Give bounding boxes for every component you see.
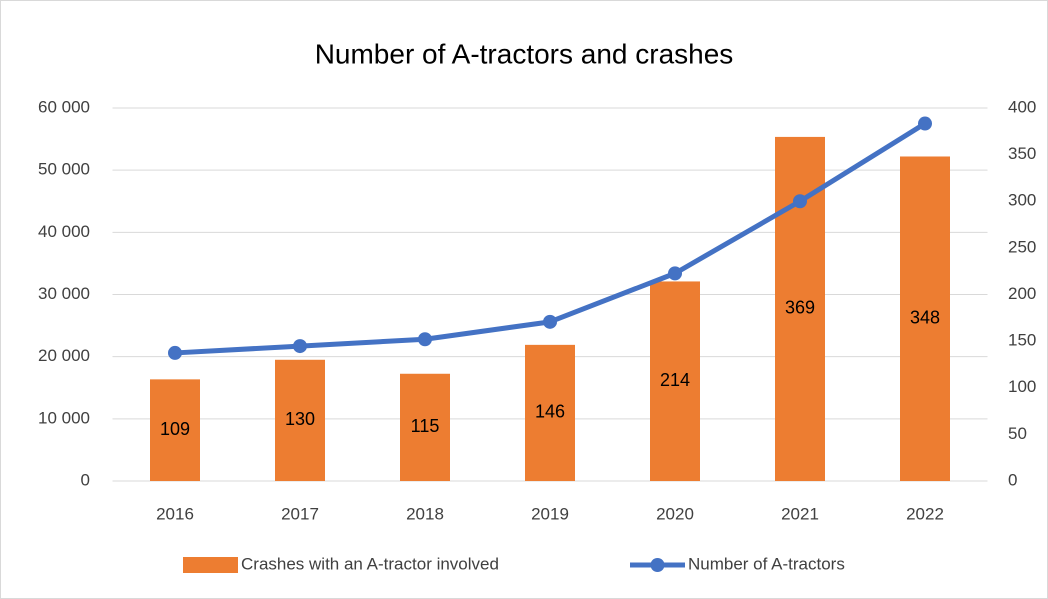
x-tick-label: 2021 [781,504,819,523]
y-tick-label: 10 000 [38,408,90,427]
y2-tick-label: 400 [1008,97,1036,116]
y2-tick-label: 50 [1008,424,1027,443]
bar [900,156,950,482]
data-label: 130 [285,409,315,429]
point [418,332,432,347]
data-label: 115 [411,416,440,436]
point [543,314,557,329]
y2-tick-label: 350 [1008,144,1036,163]
bar [150,379,200,481]
point [168,345,182,360]
y-tick-label: 0 [81,470,90,489]
y2-tick-label: 100 [1008,377,1036,396]
x-tick-label: 2017 [281,504,319,523]
data-label: 146 [535,402,565,422]
bar [525,344,575,481]
y2-tick-label: 150 [1008,331,1036,350]
y2-tick-label: 0 [1008,470,1017,489]
y-tick-label: 50 000 [38,160,90,179]
y2-tick-label: 200 [1008,284,1036,303]
legend-label: Number of A-tractors [688,554,845,573]
bar [400,373,450,481]
x-tick-label: 2016 [156,504,194,523]
data-label: 109 [160,419,190,439]
x-tick-label: 2019 [531,504,569,523]
data-label: 214 [660,370,690,390]
y-tick-label: 20 000 [38,346,90,365]
point [918,116,932,131]
point [293,339,307,354]
x-tick-label: 2022 [906,504,944,523]
y-tick-label: 40 000 [38,222,90,241]
bar [650,281,700,481]
chart-title: Number of A-tractors and crashes [315,38,734,69]
legend-marker [650,558,665,572]
y2-tick-label: 300 [1008,191,1036,210]
point [793,194,807,209]
point [668,266,682,281]
y-tick-label: 30 000 [38,284,90,303]
legend-swatch [183,557,238,573]
y2-tick-label: 250 [1008,237,1036,256]
data-label: 369 [785,298,815,318]
y-tick-label: 60 000 [38,97,90,116]
x-tick-label: 2018 [406,504,444,523]
legend-label: Crashes with an A-tractor involved [241,554,499,573]
bar [275,359,325,481]
data-label: 348 [910,307,940,327]
x-tick-label: 2020 [656,504,694,523]
